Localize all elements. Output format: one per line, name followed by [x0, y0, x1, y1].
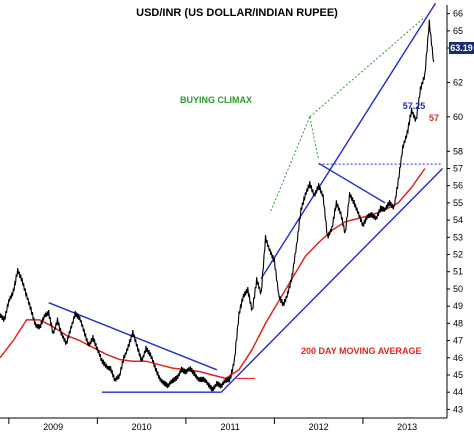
trendline	[318, 162, 386, 204]
buying-climax-label: BUYING CLIMAX	[180, 95, 252, 105]
ma-value-label: 57	[429, 113, 439, 123]
y-tick-label: 46	[453, 353, 463, 363]
climax-line	[309, 16, 426, 118]
x-tick-label: 2013	[397, 422, 417, 432]
y-tick-label: 44	[453, 387, 463, 397]
y-tick-label: 57	[453, 163, 463, 173]
y-tick-label: 62	[453, 77, 463, 87]
y-tick-label: 55	[453, 198, 463, 208]
moving-average-line	[0, 168, 426, 380]
trendline-layer	[48, 2, 444, 393]
x-tick-label: 2010	[132, 422, 152, 432]
y-tick-label: 47	[453, 336, 463, 346]
y-tick-label: 56	[453, 181, 463, 191]
x-tick-label: 2009	[43, 422, 63, 432]
annotation-layer: BUYING CLIMAX 200 DAY MOVING AVERAGE 57.…	[180, 42, 474, 356]
y-tick-label: 53	[453, 232, 463, 242]
trendline	[220, 167, 444, 393]
moving-average-label: 200 DAY MOVING AVERAGE	[301, 346, 422, 356]
moving-average-layer	[0, 168, 426, 380]
climax-line	[269, 116, 311, 214]
x-tick-label: 2011	[220, 422, 239, 432]
y-tick-label: 49	[453, 301, 463, 311]
trendline	[48, 302, 218, 371]
trendline	[260, 2, 437, 279]
price-layer	[0, 19, 435, 392]
price-line	[0, 19, 435, 392]
y-tick-label: 45	[453, 370, 463, 380]
x-tick-label: 2012	[309, 422, 329, 432]
y-tick-label: 43	[453, 404, 463, 414]
y-tick-label: 65	[453, 26, 463, 36]
resistance-value-label: 57.25	[403, 101, 426, 111]
y-tick-label: 58	[453, 146, 463, 156]
y-tick-label: 51	[453, 267, 463, 277]
axes-layer: 4344454647484950515253545556575860626465…	[0, 5, 463, 432]
y-tick-label: 60	[453, 112, 463, 122]
climax-line	[309, 116, 320, 160]
y-tick-label: 52	[453, 250, 463, 260]
last-price-badge	[449, 42, 474, 54]
y-tick-label: 66	[453, 9, 463, 19]
chart-title: USD/INR (US DOLLAR/INDIAN RUPEE)	[136, 7, 338, 19]
y-tick-label: 48	[453, 318, 463, 328]
y-tick-label: 54	[453, 215, 463, 225]
y-tick-label: 50	[453, 284, 463, 294]
last-price-label: 63.19	[450, 43, 473, 53]
